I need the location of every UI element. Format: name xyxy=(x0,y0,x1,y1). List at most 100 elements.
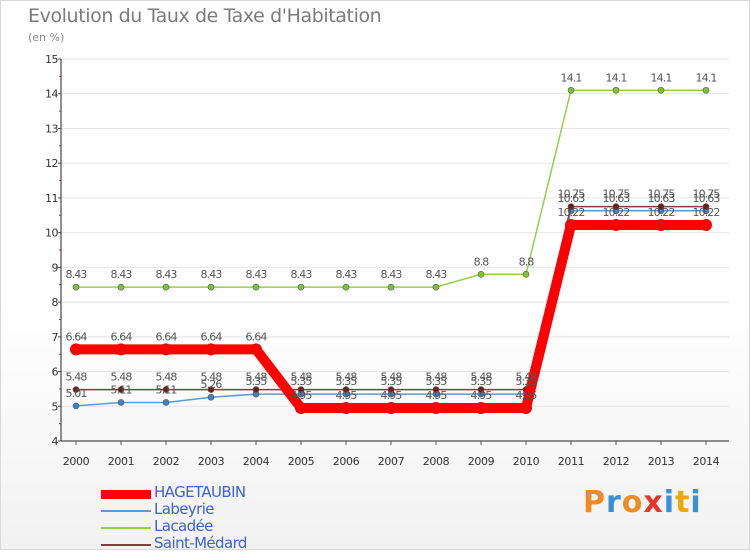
data-point xyxy=(342,283,350,291)
data-point xyxy=(252,386,260,393)
data-point xyxy=(522,271,530,278)
x-tick-label: 2013 xyxy=(648,455,675,468)
data-point xyxy=(612,203,620,210)
data-label: 10.63 xyxy=(648,192,676,205)
data-label: 10.22 xyxy=(648,206,675,219)
brand-letter: r xyxy=(606,485,622,520)
x-tick-label: 2006 xyxy=(333,455,360,468)
series-saint-m-dard xyxy=(72,203,710,393)
data-point xyxy=(160,343,172,356)
data-label: 4.95 xyxy=(291,389,313,402)
data-label: 8.43 xyxy=(381,268,403,281)
y-tick-label: 15 xyxy=(45,53,58,66)
data-label: 10.22 xyxy=(693,206,720,219)
x-tick-label: 2007 xyxy=(378,455,405,468)
data-point xyxy=(385,402,397,415)
data-label: 10.75 xyxy=(648,188,676,201)
data-point xyxy=(655,218,667,231)
x-tick-label: 2003 xyxy=(198,455,225,468)
data-point xyxy=(565,218,577,231)
data-label: 4.95 xyxy=(381,389,403,402)
legend-item: Saint-Médard xyxy=(101,534,321,553)
data-label: 5.35 xyxy=(426,375,448,388)
data-label: 8.43 xyxy=(291,268,313,281)
y-tick-label: 5 xyxy=(52,400,59,413)
data-point xyxy=(162,399,170,406)
x-tick-label: 2000 xyxy=(63,455,90,468)
data-label: 5.48 xyxy=(111,371,133,384)
data-point xyxy=(702,203,710,210)
x-tick-label: 2010 xyxy=(513,455,540,468)
data-label: 4.95 xyxy=(336,389,358,402)
data-label: 5.48 xyxy=(66,371,88,384)
data-point xyxy=(610,218,622,231)
legend-swatch xyxy=(101,544,151,546)
data-label: 6.64 xyxy=(201,330,223,343)
data-label: 6.64 xyxy=(111,330,133,343)
series-line xyxy=(76,205,706,391)
legend-swatch xyxy=(101,527,151,529)
data-label: 6.64 xyxy=(66,330,88,343)
legend-item: Lacadée xyxy=(101,517,321,536)
data-label: 5.35 xyxy=(471,375,493,388)
legend-label: Labeyrie xyxy=(154,500,215,518)
data-point xyxy=(297,283,305,291)
data-label: 10.63 xyxy=(693,192,721,205)
data-label: 4.95 xyxy=(471,389,493,402)
data-point xyxy=(432,386,440,393)
data-label: 5.48 xyxy=(471,371,493,384)
data-label: 8.43 xyxy=(201,268,223,281)
data-point xyxy=(567,86,575,94)
data-point xyxy=(70,343,82,356)
data-label: 10.63 xyxy=(603,192,631,205)
data-label: 10.75 xyxy=(603,188,631,201)
data-point xyxy=(297,386,305,393)
x-tick-label: 2002 xyxy=(153,455,179,468)
data-point xyxy=(387,386,395,393)
data-point xyxy=(117,399,125,406)
data-point xyxy=(432,283,440,291)
data-label: 8.43 xyxy=(336,268,358,281)
y-tick-label: 6 xyxy=(52,366,59,379)
data-label: 8.8 xyxy=(474,255,490,268)
data-point xyxy=(702,86,710,94)
brand-letter: i xyxy=(690,485,702,520)
data-label: 10.75 xyxy=(693,188,721,201)
data-label: 8.8 xyxy=(519,255,535,268)
data-point xyxy=(520,402,532,415)
brand-letter: t xyxy=(675,485,691,520)
data-label: 6.64 xyxy=(246,330,268,343)
series-hagetaubin xyxy=(70,218,712,415)
data-label: 5.26 xyxy=(201,378,223,391)
brand-letter: P xyxy=(583,485,606,520)
y-tick-label: 10 xyxy=(45,227,58,240)
data-label: 4.95 xyxy=(516,389,538,402)
data-point xyxy=(612,86,620,94)
x-tick-label: 2012 xyxy=(603,455,629,468)
data-point xyxy=(340,402,352,415)
y-tick-label: 11 xyxy=(45,192,58,205)
data-point xyxy=(657,86,665,94)
data-label: 8.43 xyxy=(246,268,268,281)
data-label: 14.1 xyxy=(606,71,627,84)
data-label: 10.75 xyxy=(558,188,586,201)
data-point xyxy=(567,203,575,210)
data-point xyxy=(700,218,712,231)
data-label: 8.43 xyxy=(111,268,133,281)
data-point xyxy=(252,283,260,291)
data-point xyxy=(342,386,350,393)
data-point xyxy=(430,402,442,415)
legend-swatch xyxy=(101,489,151,499)
data-label: 8.43 xyxy=(66,268,88,281)
data-point xyxy=(207,283,215,291)
data-point xyxy=(205,343,217,356)
data-label: 5.01 xyxy=(66,387,87,400)
x-tick-label: 2014 xyxy=(693,455,720,468)
series-lacad-e xyxy=(72,86,710,291)
data-label: 5.48 xyxy=(201,371,223,384)
y-tick-label: 4 xyxy=(52,435,59,448)
data-point xyxy=(115,343,127,356)
x-tick-label: 2009 xyxy=(468,455,495,468)
data-label: 6.64 xyxy=(156,330,178,343)
